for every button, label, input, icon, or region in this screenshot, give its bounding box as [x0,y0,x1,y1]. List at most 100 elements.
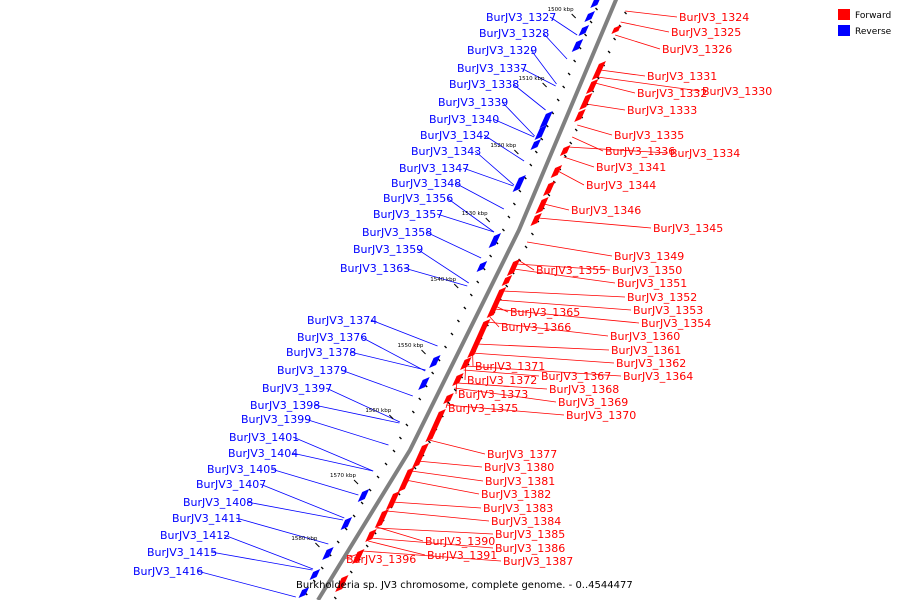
reverse-gene-label: BurJV3_1379 [277,364,347,377]
feature-dash [513,203,515,205]
feature-dash [557,99,559,101]
reverse-gene-label: BurJV3_1359 [353,243,423,256]
reverse-leader [455,183,504,209]
forward-gene [502,275,513,286]
reverse-gene-label: BurJV3_1340 [429,113,499,126]
reverse-gene [358,489,370,502]
feature-dash [506,285,508,287]
feature-dash [454,389,456,391]
feature-dash [548,194,550,196]
feature-dash [412,411,414,413]
feature-dash [353,515,355,517]
tick-mark [422,350,426,354]
forward-gene-label: BurJV3_1362 [616,357,686,370]
reverse-leader [463,168,514,186]
reverse-gene-label: BurJV3_1337 [457,62,527,75]
reverse-leader [326,388,400,422]
reverse-gene-label: BurJV3_1328 [479,27,549,40]
forward-leader [544,204,569,210]
feature-dash [464,307,466,309]
feature-dash [531,233,533,235]
feature-dash [366,545,368,547]
forward-gene-label: BurJV3_1354 [641,317,711,330]
reverse-gene-label: BurJV3_1405 [207,463,277,476]
reverse-gene-label: BurJV3_1399 [241,413,311,426]
reverse-gene-label: BurJV3_1348 [391,177,461,190]
forward-gene-label: BurJV3_1385 [495,528,565,541]
forward-gene-label: BurJV3_1361 [611,344,681,357]
forward-gene [579,93,592,110]
forward-gene-label: BurJV3_1380 [484,461,554,474]
reverse-gene-label: BurJV3_1398 [250,399,320,412]
reverse-gene [322,547,334,560]
tick-mark [514,150,518,154]
reverse-gene-label: BurJV3_1397 [262,382,332,395]
tick-label: 1570 kbp [330,473,356,479]
forward-gene-label: BurJV3_1364 [623,370,693,383]
forward-gene [560,145,571,156]
tick-label: 1560 kbp [365,408,391,414]
forward-leader [577,125,612,135]
tick-mark [543,83,547,87]
forward-gene-label: BurJV3_1333 [627,104,697,117]
feature-dash [608,51,610,53]
forward-gene-label: BurJV3_1325 [671,26,741,39]
reverse-gene [584,11,595,22]
forward-gene-label: BurJV3_1391 [427,549,497,562]
tick-mark [486,218,490,222]
tick-label: 1510 kbp [519,76,545,82]
forward-gene-label: BurJV3_1341 [596,161,666,174]
reverse-leader [211,552,312,570]
feature-dash [614,38,616,40]
feature-dash [432,372,434,374]
forward-gene-label: BurJV3_1386 [495,542,565,555]
forward-leader [465,366,466,380]
feature-dash [490,255,492,257]
forward-leader [376,528,493,534]
genome-caption: Burkholderia sp. JV3 chromosome, complet… [296,580,633,591]
reverse-gene-label: BurJV3_1338 [449,78,519,91]
feature-dash [470,294,472,296]
reverse-gene-label: BurJV3_1376 [297,331,367,344]
feature-dash [564,155,566,157]
reverse-gene-label: BurJV3_1407 [196,478,266,491]
reverse-gene-label: BurJV3_1356 [383,192,453,205]
reverse-gene-label: BurJV3_1342 [420,129,490,142]
tick-mark [315,543,319,547]
reverse-gene-label: BurJV3_1412 [160,529,230,542]
forward-leader [477,344,609,350]
forward-gene-label: BurJV3_1396 [346,553,416,566]
reverse-gene-label: BurJV3_1358 [362,226,432,239]
forward-leader [456,384,457,394]
feature-dash [419,398,421,400]
feature-dash [502,229,504,231]
reverse-gene [578,25,589,36]
forward-gene-label: BurJV3_1383 [483,502,553,515]
feature-dash [457,320,459,322]
feature-dash [568,73,570,75]
reverse-leader [305,419,388,445]
forward-gene [452,373,464,386]
forward-leader [564,157,594,167]
reverse-leader [247,502,343,520]
forward-gene-label: BurJV3_1326 [662,43,732,56]
forward-gene-label: BurJV3_1390 [425,535,495,548]
reverse-gene-label: BurJV3_1374 [307,314,377,327]
forward-gene-label: BurJV3_1365 [510,306,580,319]
forward-leader [392,502,481,508]
tick-mark [572,14,576,18]
feature-dash [345,528,347,530]
forward-gene-label: BurJV3_1384 [491,515,561,528]
feature-dash [596,8,598,10]
forward-gene-label: BurJV3_1375 [448,402,518,415]
feature-dash [337,541,339,543]
forward-leader [387,511,489,521]
forward-leader [417,461,482,467]
reverse-gene-label: BurJV3_1408 [183,496,253,509]
reverse-gene-label: BurJV3_1339 [438,96,508,109]
forward-gene-label: BurJV3_1350 [612,264,682,277]
feature-dash [575,129,577,131]
reverse-gene [513,175,526,192]
reverse-gene [429,355,441,368]
